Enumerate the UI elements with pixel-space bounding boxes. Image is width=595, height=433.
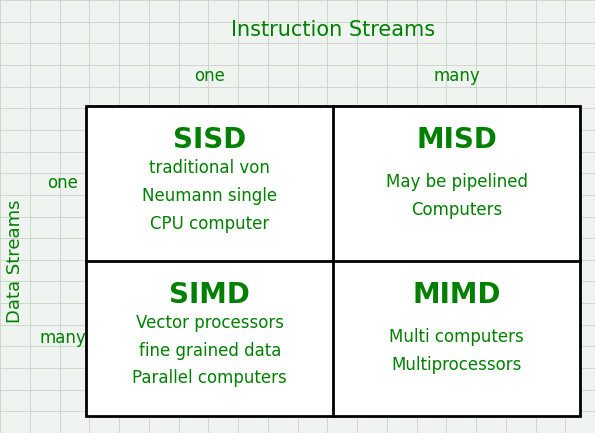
Text: many: many — [433, 67, 480, 85]
Text: one: one — [47, 174, 78, 193]
Text: Instruction Streams: Instruction Streams — [231, 20, 436, 40]
Text: traditional von
Neumann single
CPU computer: traditional von Neumann single CPU compu… — [142, 159, 277, 233]
Text: Data Streams: Data Streams — [6, 199, 24, 323]
Text: Multi computers
Multiprocessors: Multi computers Multiprocessors — [389, 328, 524, 374]
Text: SISD: SISD — [173, 126, 246, 154]
Bar — [86, 106, 580, 416]
Text: many: many — [39, 329, 86, 347]
Text: MISD: MISD — [416, 126, 497, 154]
Text: MIMD: MIMD — [412, 281, 501, 309]
Text: one: one — [195, 67, 225, 85]
Text: Vector processors
fine grained data
Parallel computers: Vector processors fine grained data Para… — [132, 314, 287, 388]
Text: May be pipelined
Computers: May be pipelined Computers — [386, 173, 528, 219]
Text: SIMD: SIMD — [170, 281, 250, 309]
